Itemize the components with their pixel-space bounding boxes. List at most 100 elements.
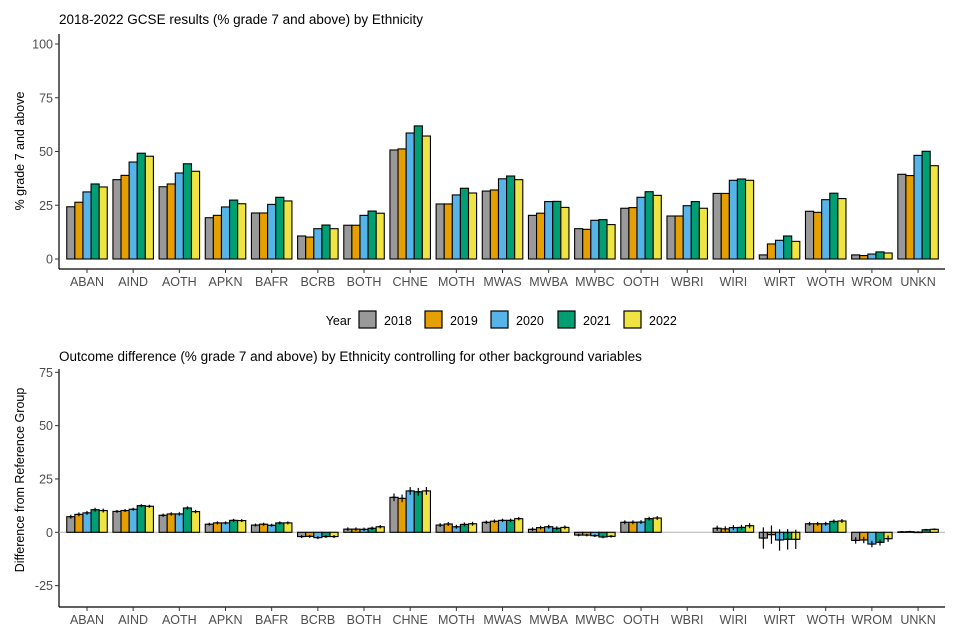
bar-aoth-2022 [190,170,201,260]
bar-aind-2022 [144,505,154,533]
bar-mwas-2022 [514,179,524,260]
legend-swatch-2022 [623,310,642,329]
y-tick-label: 100 [32,38,53,52]
bar-wrom-2019 [859,255,869,260]
x-tick-label: WBRI [671,275,704,289]
bar-wiri-2022 [744,179,755,260]
bar-mwbc-2020 [590,219,600,260]
bar-aoth-2022 [190,511,201,533]
x-tick-label: OOTH [623,613,659,627]
bar-wbri-2019 [674,215,684,260]
bar-aoth-2018 [158,514,168,533]
bar-bafr-2020 [267,203,277,260]
x-tick-label: AOTH [162,613,197,627]
chart-outcome-difference: Outcome difference (% grade 7 and above)… [13,349,945,627]
x-axis: ABAN AIND AOTH APKN BAFR BCRB BOTH CHNE MOTH MWAS… [59,606,945,627]
bar-chne-2022 [421,490,431,533]
bar-wiri-2021 [736,178,747,260]
x-tick-label: WIRI [719,613,747,627]
y-axis: 0 25 50 75 100 [32,34,60,269]
bar-apkn-2021 [229,199,239,260]
bar-wrom-2021 [875,251,885,260]
x-axis: ABAN AIND AOTH APKN BAFR BCRB BOTH CHNE MOTH MWAS… [59,268,945,289]
bar-ooth-2021 [644,518,654,533]
bar-bcrb-2021 [321,224,331,260]
bar-woth-2020 [821,199,831,260]
bar-mwbc-2022 [606,224,616,260]
bar-wiri-2020 [728,179,738,260]
x-tick-label: WOTH [807,613,845,627]
bar-bcrb-2020 [313,228,323,260]
x-tick-label: MOTH [438,613,475,627]
bar-unkn-2019 [905,175,915,260]
bar-ooth-2021 [644,191,654,260]
bar-bcrb-2019 [305,236,315,260]
bar-apkn-2021 [229,519,239,533]
bar-aind-2019 [120,174,130,260]
bar-ooth-2022 [652,517,662,533]
bar-woth-2019 [813,211,823,260]
bar-unkn-2021 [921,150,931,260]
bar-mwba-2018 [527,214,538,260]
bar-unkn-2020 [913,154,923,260]
bar-mwba-2020 [544,201,554,260]
bar-aoth-2021 [182,507,193,533]
x-tick-label: BOTH [347,613,382,627]
bar-apkn-2022 [237,203,247,260]
legend-swatch-2021 [557,310,576,329]
legend-title: Year [326,314,351,328]
bar-bafr-2022 [283,200,293,260]
chart-gcse-results: 2018-2022 GCSE results (% grade 7 and ab… [13,12,945,289]
x-tick-label: MWBC [575,613,615,627]
chart-title: 2018-2022 GCSE results (% grade 7 and ab… [59,12,423,27]
bar-wrom-2020 [867,253,877,260]
x-tick-label: WIRI [719,275,747,289]
bar-wirt-2022 [791,240,801,260]
x-tick-label: AIND [118,613,148,627]
bar-aoth-2019 [166,183,176,260]
x-tick-label: WROM [851,275,892,289]
bar-unkn-2022 [929,165,939,260]
x-tick-label: APKN [208,613,242,627]
bar-chne-2020 [405,490,415,533]
x-tick-label: CHNE [392,275,427,289]
bar-both-2018 [343,224,353,260]
bar-wirt-2018 [758,254,768,260]
bar-both-2021 [367,210,377,260]
bar-both-2022 [375,212,385,260]
x-tick-label: CHNE [392,613,427,627]
bar-mwba-2019 [535,212,546,260]
bar-aind-2020 [128,508,138,533]
bar-aind-2018 [112,179,122,260]
bar-wbri-2021 [690,201,700,260]
y-axis: -25 0 25 50 75 [35,366,60,607]
bar-wirt-2019 [766,243,777,260]
bar-mwas-2021 [506,175,516,260]
bar-aban-2021 [90,183,100,260]
x-tick-label: BCRB [300,613,335,627]
x-tick-label: OOTH [623,275,659,289]
bar-apkn-2019 [212,214,223,260]
x-tick-label: MWBA [529,275,569,289]
y-tick-label: -25 [35,579,53,593]
bars [66,125,939,260]
bar-moth-2018 [435,203,445,260]
bar-aoth-2018 [158,186,168,260]
bar-mwas-2022 [514,518,524,533]
bar-aban-2020 [82,191,92,260]
bar-mwba-2021 [552,200,562,260]
bar-aban-2018 [66,206,76,260]
bar-moth-2022 [467,192,478,260]
bar-aind-2021 [136,505,146,533]
bar-apkn-2020 [220,206,231,260]
bar-aban-2019 [74,513,84,533]
bar-wrom-2022 [883,252,893,260]
bar-aoth-2019 [166,513,176,533]
bar-apkn-2022 [237,520,247,533]
bar-wirt-2020 [774,239,785,260]
bars [66,487,939,551]
x-tick-label: WBRI [671,613,704,627]
bar-aban-2020 [82,512,92,533]
bar-chne-2019 [397,497,407,533]
